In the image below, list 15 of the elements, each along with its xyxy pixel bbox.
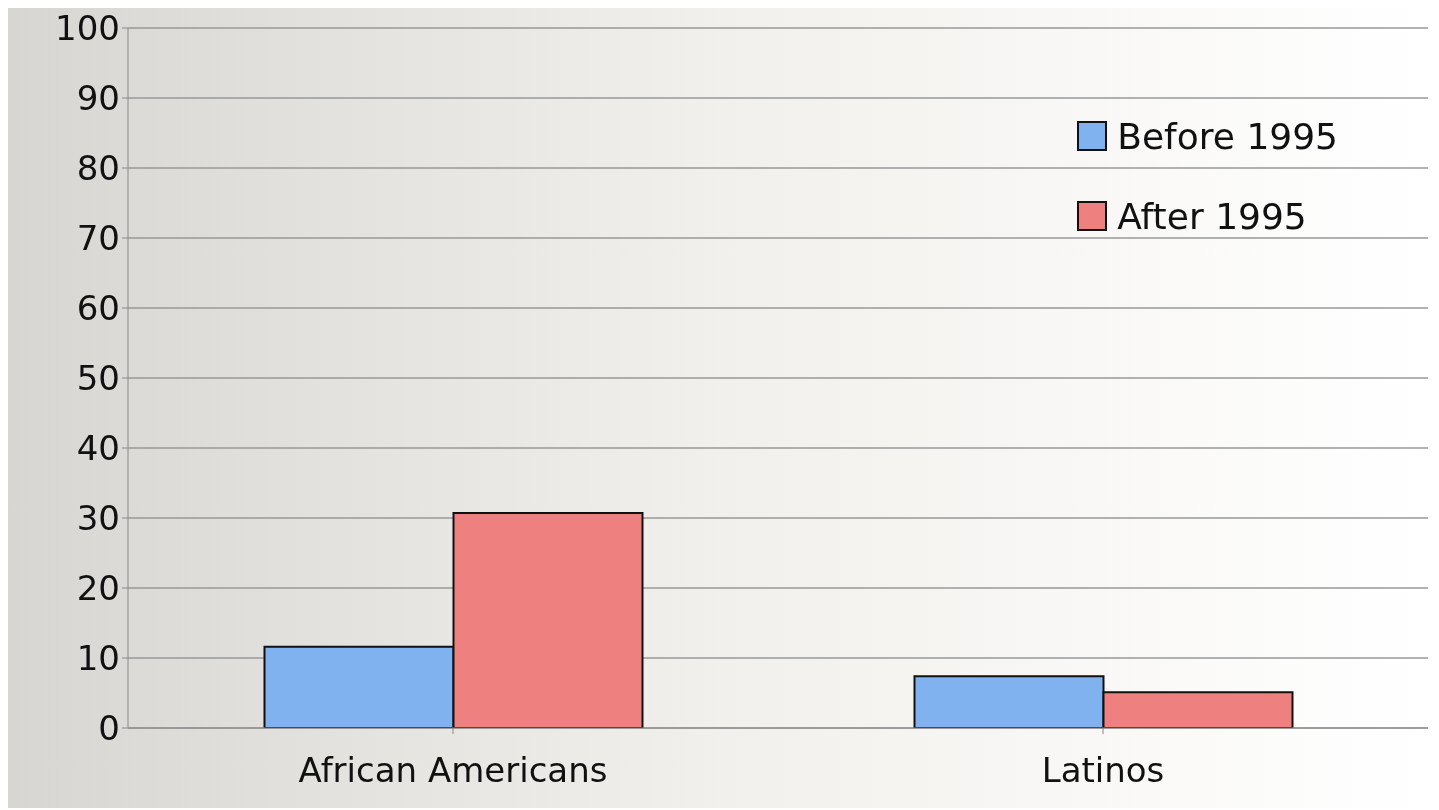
y-tick-label: 50 (76, 358, 120, 399)
legend-label: Before 1995 (1117, 115, 1338, 157)
x-tick-label: African Americans (298, 750, 608, 791)
y-tick-label: 70 (76, 218, 120, 259)
y-tick-label: 90 (76, 78, 120, 119)
y-tick-label: 30 (76, 498, 120, 539)
y-tick-label: 40 (76, 428, 120, 469)
y-tick-label: 60 (76, 288, 120, 329)
y-tick-label: 80 (76, 148, 120, 189)
x-tick-label: Latinos (1041, 750, 1165, 791)
y-tick-label: 10 (76, 638, 120, 679)
y-tick-label: 20 (76, 568, 120, 609)
y-tick-label: 100 (55, 8, 120, 49)
legend-label: After 1995 (1117, 195, 1307, 237)
y-tick-label: 0 (98, 708, 120, 749)
